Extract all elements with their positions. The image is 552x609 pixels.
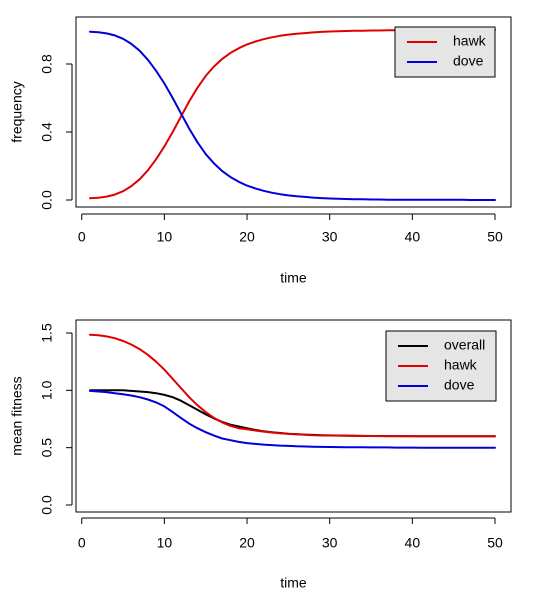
series-line-hawk — [89, 333, 496, 438]
legend-label-hawk: hawk — [453, 33, 487, 49]
x-axis-title: time — [280, 270, 307, 286]
x-tick-label: 10 — [157, 229, 173, 245]
x-tick-label: 20 — [239, 229, 255, 245]
frequency-panel: 0 10 20 30 40 50 time 0.0 0.4 0.8 frequency hawk dov… — [9, 16, 512, 286]
y-tick-label: 0.0 — [39, 190, 55, 210]
x-tick-label: 50 — [487, 535, 503, 551]
legend: overall hawk dove — [385, 330, 497, 402]
y-axis-title: mean fitness — [9, 376, 25, 455]
y-tick-label: 0.4 — [39, 122, 55, 142]
y-tick-label: 1.5 — [39, 323, 55, 343]
x-tick-label: 50 — [487, 229, 503, 245]
plot-frame — [75, 16, 512, 208]
x-tick-label: 30 — [322, 535, 338, 551]
series-line-dove — [89, 389, 496, 449]
legend-box — [394, 26, 496, 78]
y-tick-label: 0.5 — [39, 438, 55, 458]
y-tick-label: 0.0 — [39, 495, 55, 515]
y-axis-title: frequency — [9, 81, 25, 142]
plot-frame — [75, 319, 512, 513]
y-tick-label: 0.8 — [39, 54, 55, 74]
x-tick-label: 0 — [78, 535, 86, 551]
legend-label-hawk: hawk — [444, 357, 478, 373]
x-tick-label: 10 — [157, 535, 173, 551]
x-axis-title: time — [280, 575, 307, 591]
mean-fitness-panel: 0 10 20 30 40 50 time 0.0 0.5 1.0 1.5 mean fitness o… — [9, 319, 512, 591]
x-tick-label: 20 — [239, 535, 255, 551]
legend-label-dove: dove — [453, 53, 484, 69]
series-line-dove — [89, 30, 496, 201]
x-tick-label: 30 — [322, 229, 338, 245]
y-tick-label: 1.0 — [39, 380, 55, 400]
legend-label-overall: overall — [444, 337, 485, 353]
x-tick-label: 0 — [78, 229, 86, 245]
legend-label-dove: dove — [444, 377, 475, 393]
legend: hawk dove — [394, 26, 496, 78]
x-tick-label: 40 — [405, 229, 421, 245]
x-tick-label: 40 — [405, 535, 421, 551]
